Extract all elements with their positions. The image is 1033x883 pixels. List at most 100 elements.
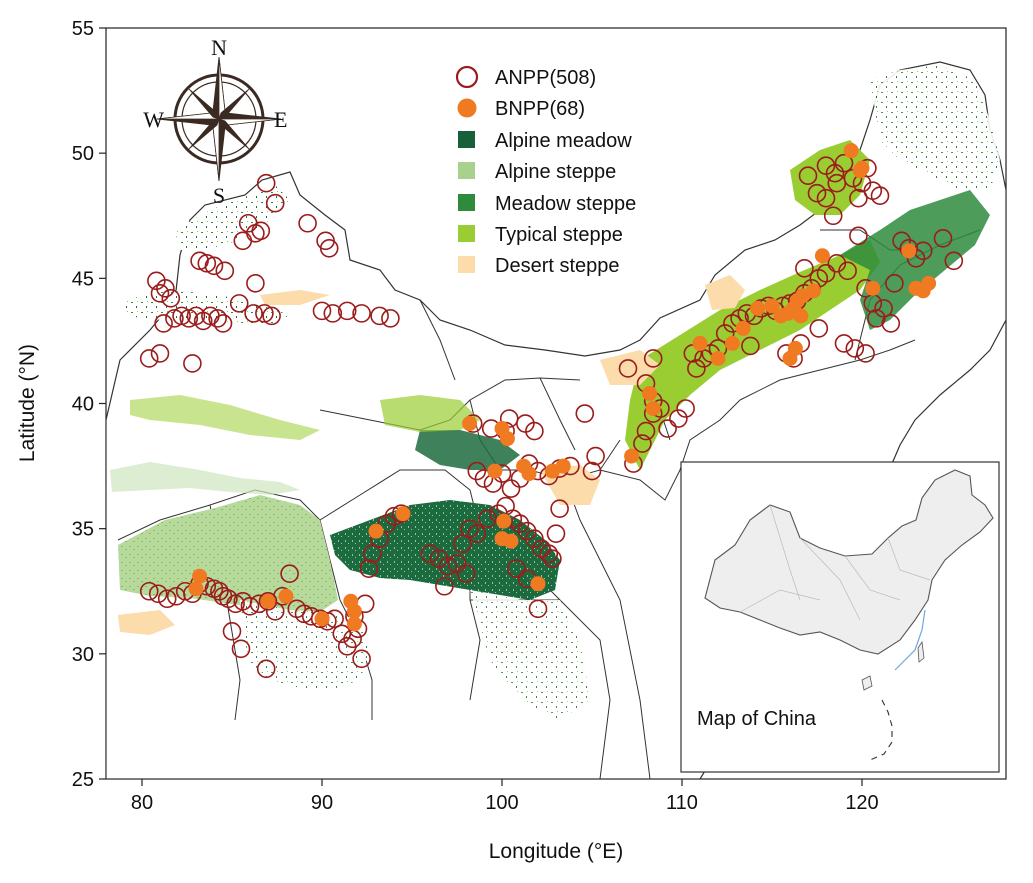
- anpp-site-marker: [222, 622, 242, 641]
- legend: ANPP(508) BNPP(68) Alpine meadow Alpine …: [455, 65, 636, 277]
- y-tick-label: 55: [72, 18, 94, 40]
- bnpp-site-marker: [805, 283, 821, 299]
- bnpp-site-marker: [499, 431, 515, 447]
- anpp-site-marker: [478, 509, 497, 528]
- veg-desert-steppe-4: [260, 290, 330, 305]
- legend-swatch-desert-steppe: [458, 256, 475, 273]
- veg-altai: [175, 185, 290, 250]
- anpp-site-marker: [618, 359, 638, 378]
- bnpp-site-marker: [724, 335, 740, 351]
- veg-meadow-steppe: [840, 190, 990, 330]
- anpp-site-marker: [636, 421, 656, 441]
- y-tick-label: 30: [72, 644, 94, 666]
- inset-taiwan: [917, 640, 925, 663]
- veg-kunlun: [130, 395, 320, 440]
- anpp-site-marker: [197, 254, 217, 273]
- anpp-site-marker: [213, 314, 233, 333]
- anpp-site-marker: [582, 461, 602, 481]
- bnpp-site-marker: [260, 593, 276, 609]
- y-tick-label: 35: [72, 519, 94, 541]
- x-tick-label: 110: [666, 792, 698, 814]
- x-tick-label: 120: [845, 792, 878, 814]
- bnpp-site-marker: [503, 533, 519, 549]
- bnpp-site-marker: [692, 335, 708, 351]
- anpp-site-marker: [262, 306, 281, 326]
- bnpp-site-marker: [188, 581, 204, 597]
- anpp-site-marker: [885, 274, 904, 293]
- legend-swatch-alpine-steppe: [458, 162, 475, 179]
- veg-alpine-steppe: [118, 495, 338, 615]
- anpp-site-marker: [420, 544, 440, 564]
- anpp-site-marker: [827, 173, 847, 193]
- anpp-site-marker: [323, 304, 343, 323]
- anpp-site-marker: [669, 409, 688, 428]
- anpp-site-marker: [157, 589, 177, 609]
- anpp-site-marker: [507, 559, 526, 579]
- x-axis-title: Longitude (°E): [489, 840, 623, 863]
- y-tick-label: 40: [72, 394, 94, 416]
- anpp-site-marker: [870, 186, 890, 206]
- x-tick-label: 100: [485, 792, 518, 814]
- anpp-site-marker: [474, 469, 494, 488]
- bnpp-site-marker: [645, 401, 661, 417]
- anpp-site-marker: [809, 319, 829, 338]
- anpp-site-marker: [633, 434, 652, 453]
- anpp-site-marker: [231, 639, 251, 659]
- bnpp-site-marker: [192, 568, 208, 584]
- x-axis: 80 90 100 110 120: [131, 779, 879, 814]
- anpp-site-marker: [208, 309, 227, 328]
- bnpp-site-marker: [278, 588, 294, 604]
- y-tick-label: 50: [72, 143, 94, 165]
- veg-desert-steppe-5: [118, 610, 175, 635]
- anpp-site-marker: [586, 446, 605, 466]
- anpp-site-marker: [139, 581, 159, 601]
- legend-marker-anpp: [455, 65, 479, 89]
- legend-swatch-alpine-meadow: [458, 131, 475, 148]
- veg-loess-steppe: [380, 395, 480, 432]
- bnpp-site-marker: [735, 320, 751, 336]
- anpp-site-marker: [255, 304, 274, 323]
- anpp-site-marker: [229, 294, 249, 313]
- compass-east: E: [274, 107, 287, 132]
- inset-coast-blue: [894, 609, 926, 671]
- anpp-site-marker: [816, 264, 836, 283]
- y-tick-label: 25: [72, 769, 94, 791]
- anpp-site-marker: [543, 549, 562, 569]
- anpp-site-marker: [944, 251, 964, 271]
- anpp-site-marker: [150, 284, 170, 303]
- anpp-site-marker: [215, 261, 235, 281]
- anpp-site-marker: [676, 399, 695, 418]
- y-axis-title: Latitude (°N): [16, 344, 39, 462]
- anpp-site-marker: [658, 419, 677, 438]
- veg-ne-forest-steppe: [870, 65, 1000, 190]
- legend-label-bnpp: BNPP(68): [495, 98, 585, 120]
- anpp-site-marker: [148, 584, 168, 604]
- bnpp-site-marker: [710, 350, 726, 366]
- anpp-site-marker: [352, 304, 371, 323]
- anpp-site-marker: [265, 193, 285, 213]
- anpp-site-marker: [172, 306, 191, 326]
- bnpp-site-marker: [624, 448, 640, 464]
- anpp-site-marker: [834, 334, 854, 353]
- anpp-site-marker: [319, 238, 339, 258]
- anpp-site-marker: [798, 166, 818, 185]
- bnpp-site-marker: [843, 143, 859, 159]
- bnpp-site-marker: [521, 466, 537, 482]
- anpp-site-marker: [874, 299, 893, 318]
- legend-label-alpine-meadow: Alpine meadow: [495, 130, 632, 152]
- anpp-site-marker: [161, 289, 181, 308]
- inset-map: Map of China: [680, 461, 1000, 773]
- anpp-site-marker: [363, 544, 382, 564]
- y-axis: 25 30 35 40 45 50 55: [72, 18, 106, 791]
- anpp-site-marker: [816, 188, 836, 208]
- anpp-site-marker: [525, 529, 544, 548]
- y-tick-label: 45: [72, 268, 94, 290]
- anpp-site-marker: [467, 461, 487, 481]
- bnpp-site-marker: [750, 300, 766, 316]
- x-tick-label: 80: [131, 792, 153, 814]
- anpp-site-marker: [244, 304, 263, 323]
- anpp-site-marker: [156, 279, 175, 298]
- anpp-site-marker: [312, 301, 332, 321]
- compass-west: W: [143, 107, 164, 132]
